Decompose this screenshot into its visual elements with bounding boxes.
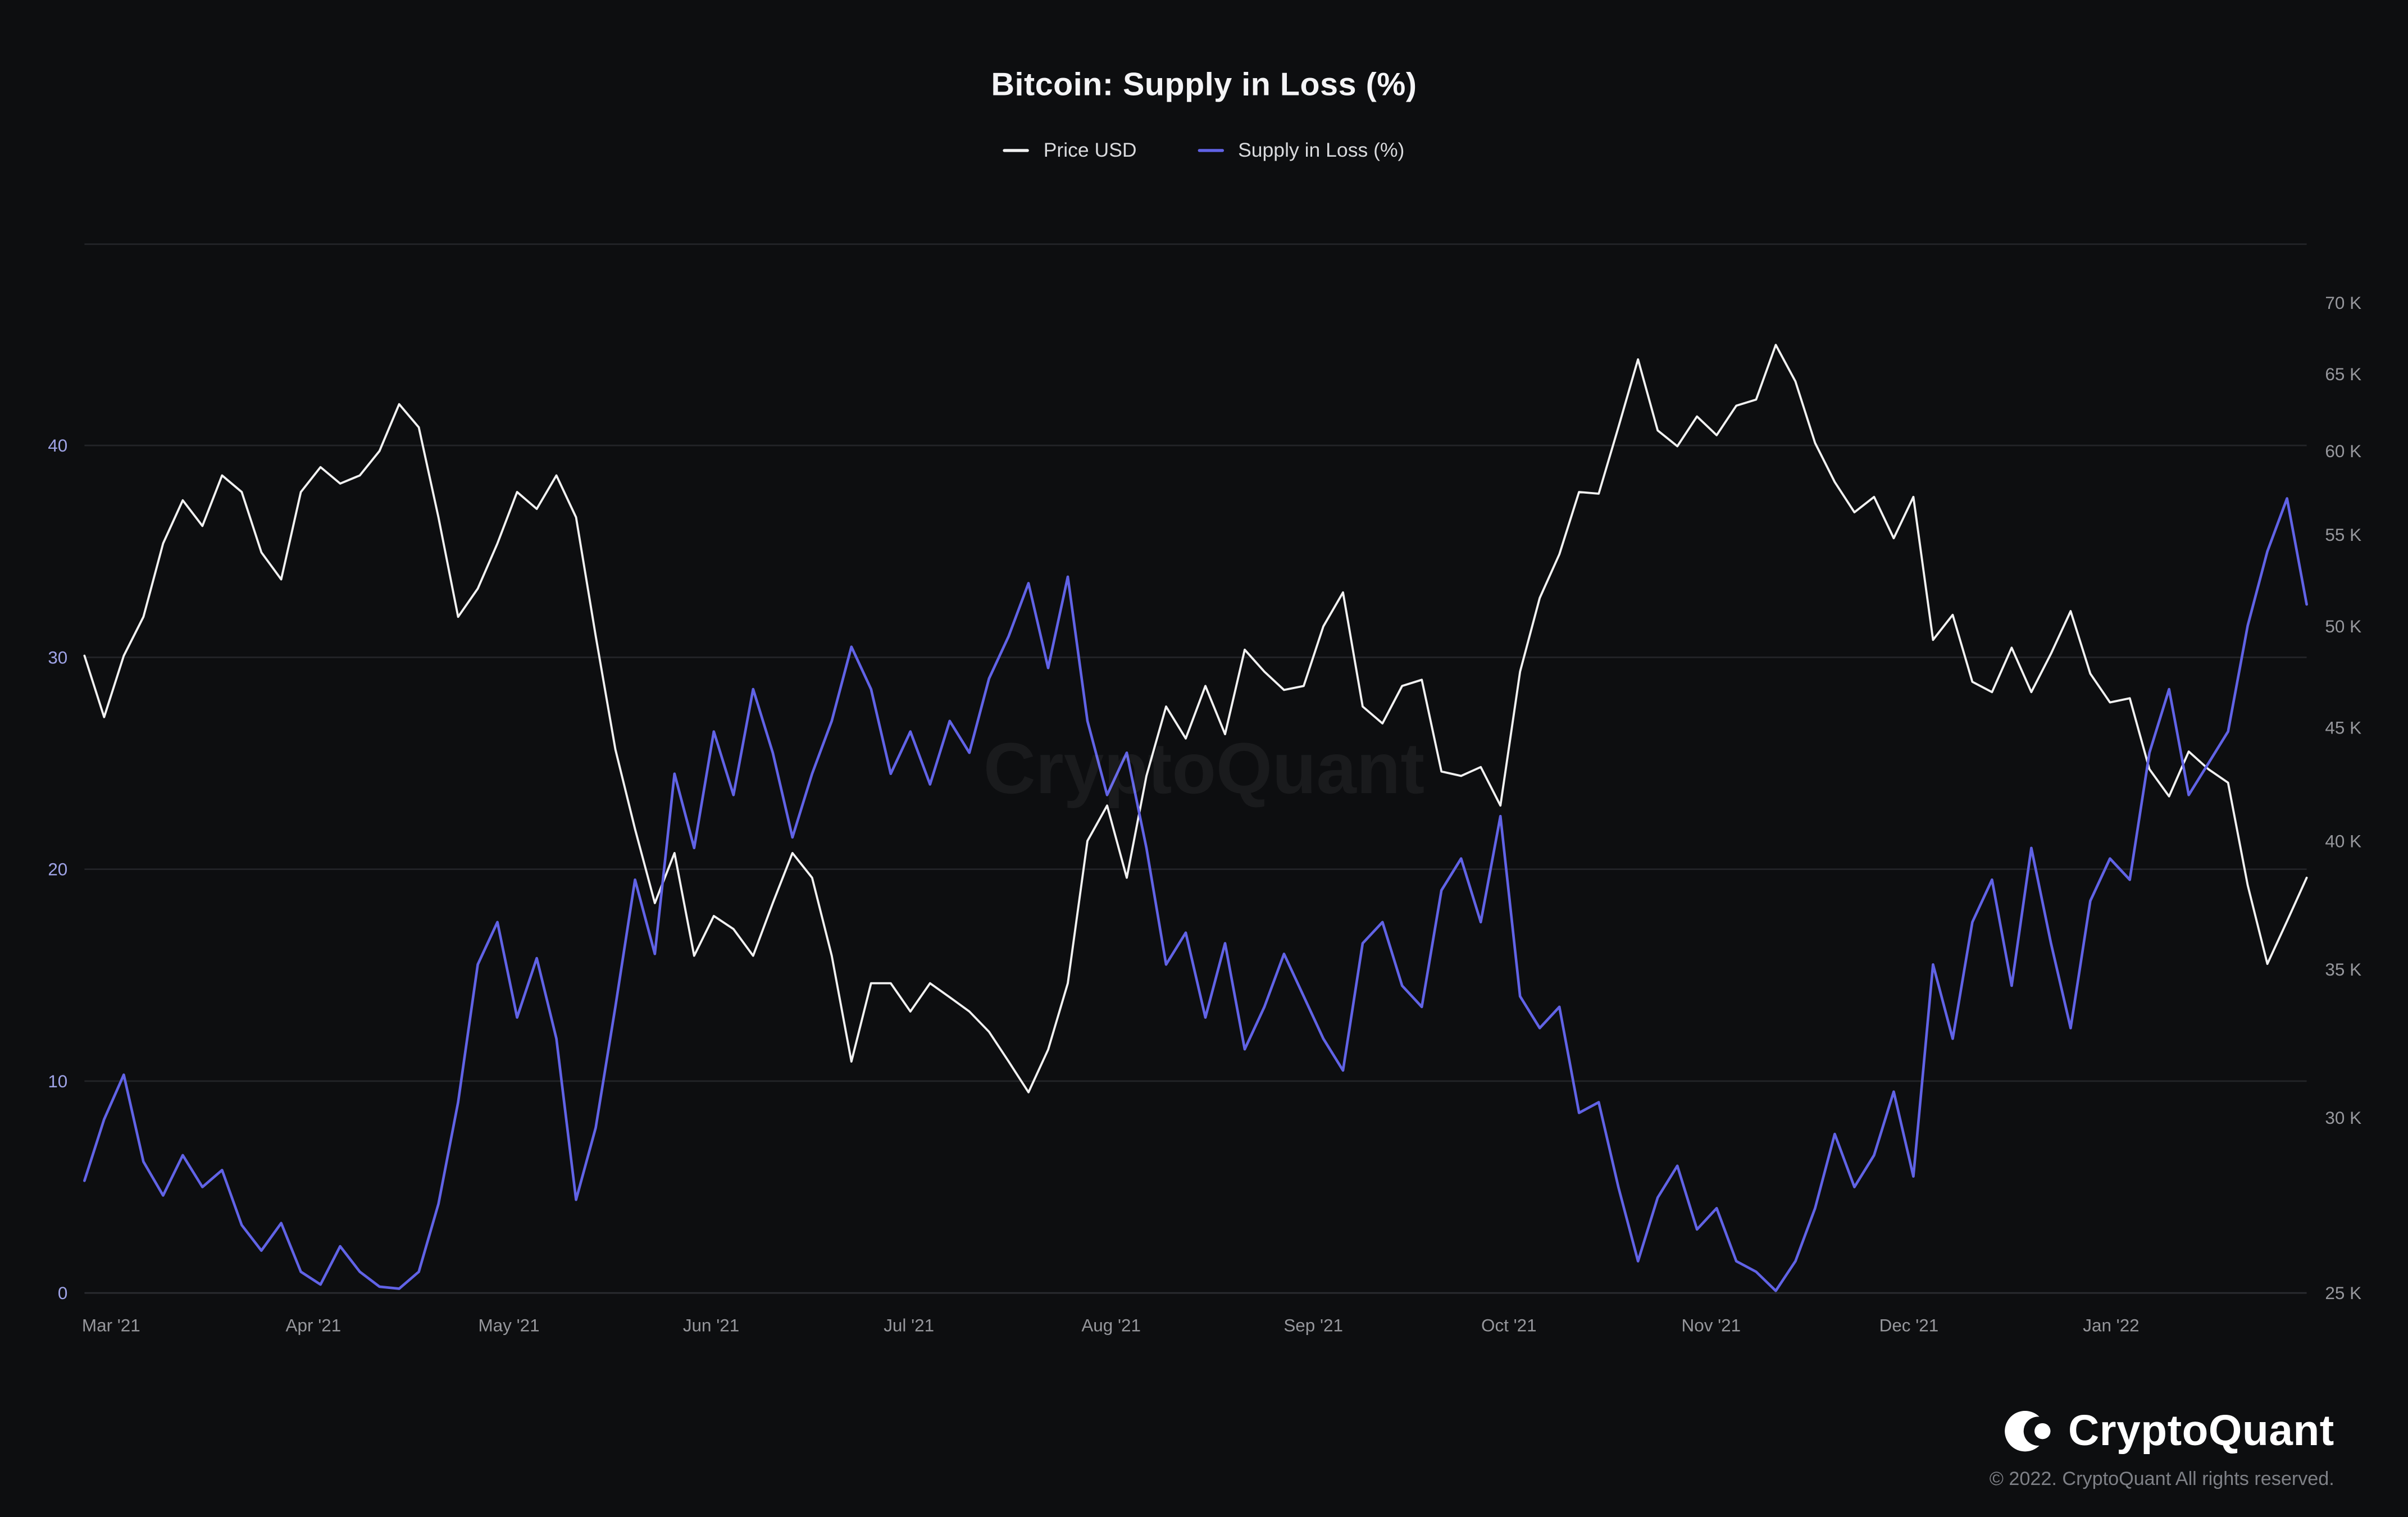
cryptoquant-logo-icon <box>2004 1411 2052 1452</box>
x-axis-tick: Aug '21 <box>1081 1315 1141 1335</box>
legend-label-supply-in-loss: Supply in Loss (%) <box>1238 138 1405 162</box>
y-axis-tick-right: 45 K <box>2325 718 2361 738</box>
y-axis-tick-right: 65 K <box>2325 365 2361 384</box>
y-axis-tick-right: 30 K <box>2325 1108 2361 1128</box>
y-axis-tick-left: 30 <box>48 648 67 667</box>
legend-item-supply-in-loss[interactable]: Supply in Loss (%) <box>1198 138 1404 161</box>
x-axis-tick: Sep '21 <box>1283 1315 1343 1335</box>
x-axis-tick: May '21 <box>478 1315 539 1335</box>
chart-title: Bitcoin: Supply in Loss (%) <box>991 67 1417 103</box>
x-axis-tick: Jul '21 <box>884 1315 934 1335</box>
y-axis-tick-right: 25 K <box>2325 1283 2361 1303</box>
x-axis-tick: Jan '22 <box>2083 1315 2139 1335</box>
copyright: © 2022. CryptoQuant All rights reserved. <box>1989 1468 2334 1490</box>
y-axis-tick-right: 35 K <box>2325 960 2361 980</box>
x-axis-tick: Oct '21 <box>1481 1315 1537 1335</box>
supply-series-dash-icon <box>1198 148 1225 152</box>
y-axis-tick-right: 70 K <box>2325 293 2361 313</box>
y-axis-tick-right: 60 K <box>2325 441 2361 461</box>
y-axis-tick-right: 55 K <box>2325 525 2361 545</box>
price-series-dash-icon <box>1003 148 1030 152</box>
supply-in-loss-line[interactable] <box>83 497 2308 1292</box>
y-axis-tick-left: 40 <box>48 436 67 455</box>
legend-label-price-usd: Price USD <box>1043 138 1137 162</box>
chart-area[interactable]: 0 10 20 30 40 25 K 30 K 35 K 40 K 45 K 50 K 55 K 60 … <box>0 229 2408 1350</box>
footer: CryptoQuant © 2022. CryptoQuant All righ… <box>1990 1405 2334 1489</box>
x-axis-tick: Dec '21 <box>1879 1315 1939 1335</box>
x-axis-tick: Apr '21 <box>286 1315 342 1335</box>
y-axis-tick-right: 40 K <box>2325 831 2361 851</box>
price-usd-line[interactable] <box>83 344 2308 1094</box>
y-axis-tick-left: 10 <box>48 1072 67 1091</box>
y-axis-tick-left: 20 <box>48 860 67 880</box>
brand[interactable]: CryptoQuant <box>1990 1405 2334 1457</box>
x-axis-tick: Mar '21 <box>82 1315 140 1335</box>
y-axis-tick-right: 50 K <box>2325 617 2361 636</box>
legend: Price USD Supply in Loss (%) <box>0 138 2408 161</box>
brand-name: CryptoQuant <box>2068 1406 2334 1455</box>
line-chart[interactable]: 0 10 20 30 40 25 K 30 K 35 K 40 K 45 K 50 K 55 K 60 … <box>0 229 2408 1350</box>
x-axis-tick: Jun '21 <box>683 1315 739 1335</box>
x-axis-tick: Nov '21 <box>1682 1315 1741 1335</box>
legend-item-price-usd[interactable]: Price USD <box>1003 138 1137 162</box>
y-axis-tick-left: 0 <box>58 1283 67 1303</box>
